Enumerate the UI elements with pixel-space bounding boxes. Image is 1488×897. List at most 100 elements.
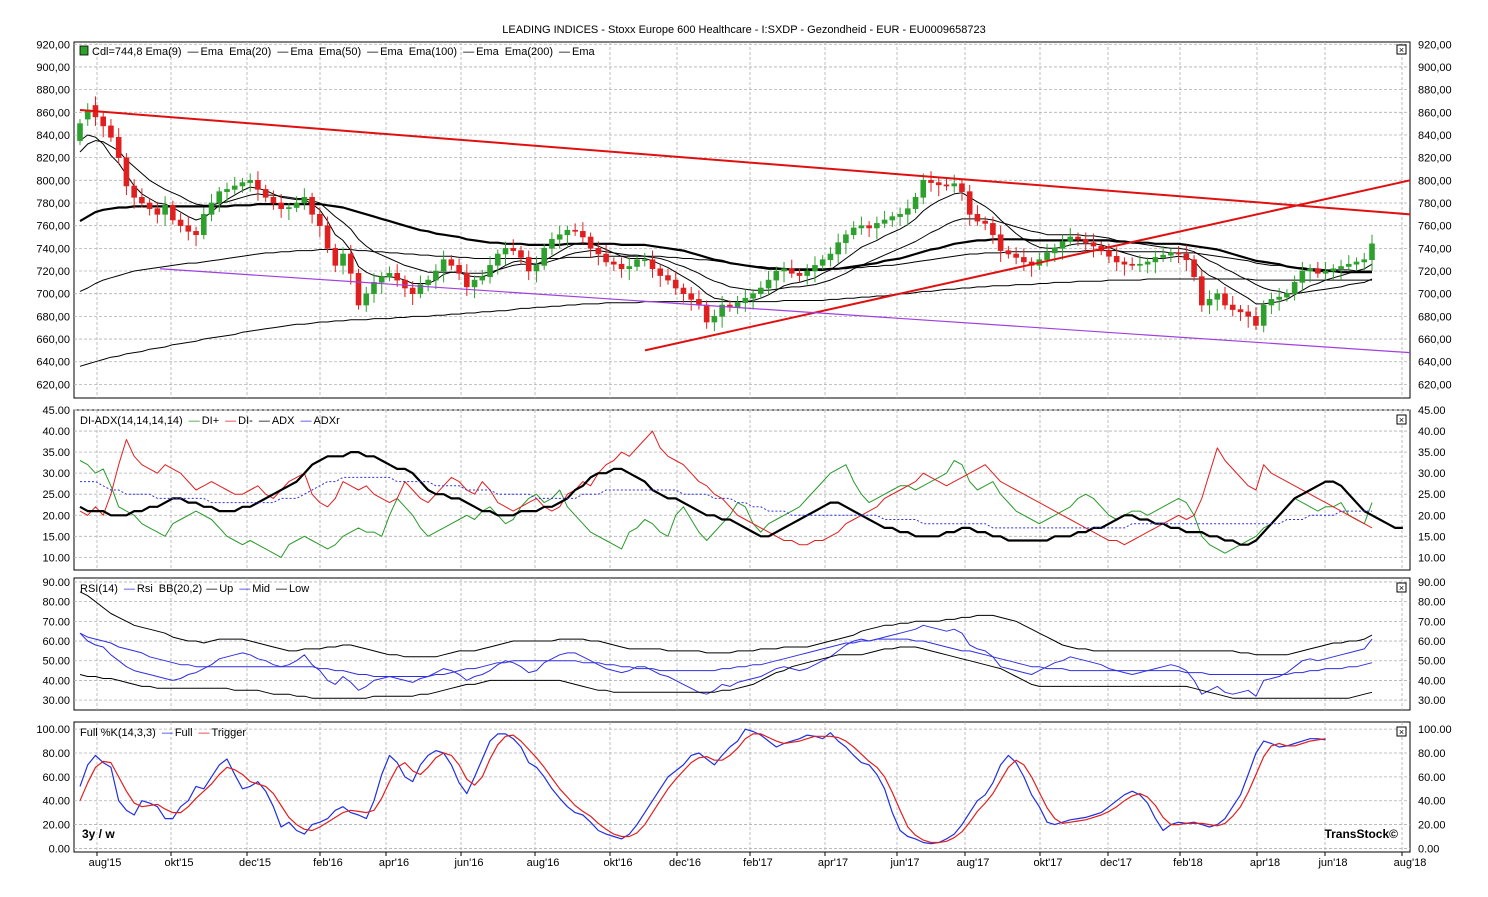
candle-body — [1152, 257, 1159, 263]
candle-body — [935, 182, 942, 186]
y-tick-label-right: 660,00 — [1418, 334, 1452, 346]
y-tick-label-right: 10.00 — [1418, 552, 1446, 564]
candle-body — [456, 265, 462, 274]
y-tick-label-left: 10.00 — [42, 552, 70, 564]
stochastic-legend-text: Full %K(14,3,3) — Full — Trigger — [80, 727, 246, 739]
price-legend-text: Cdl=744,8 Ema(9) — Ema Ema(20) — Ema Ema(50) — Em… — [92, 46, 596, 58]
series-line-di- — [79, 430, 1373, 546]
x-tick-label: apr'17 — [818, 857, 848, 869]
candle-body — [108, 125, 114, 138]
series-line-adx — [79, 451, 1403, 546]
candle-body — [688, 293, 694, 300]
svg-text:×: × — [1399, 583, 1404, 593]
y-tick-label-left: 40.00 — [42, 675, 70, 687]
y-tick-label-left: 90.00 — [42, 577, 70, 589]
y-tick-label-left: 800,00 — [36, 175, 70, 187]
candle-body — [773, 270, 780, 281]
candle-legend-swatch — [79, 45, 89, 56]
candle-body — [1082, 238, 1089, 243]
y-tick-label-left: 20.00 — [42, 510, 70, 522]
x-tick-label: apr'16 — [379, 857, 409, 869]
candle-body — [1044, 252, 1050, 260]
x-tick-label: jun'16 — [453, 857, 483, 869]
candle-body — [974, 214, 981, 222]
close-box-icon[interactable]: × — [1396, 582, 1407, 593]
candle-body — [1299, 270, 1306, 283]
candle-body — [982, 220, 988, 224]
y-tick-label-left: 80.00 — [42, 748, 70, 760]
y-tick-label-right: 800,00 — [1418, 175, 1452, 187]
close-box-icon[interactable]: × — [1396, 726, 1407, 737]
x-tick-label: jun'17 — [889, 857, 919, 869]
close-box-icon[interactable]: × — [1396, 414, 1407, 425]
candle-body — [781, 268, 787, 272]
series-line-low — [79, 646, 1373, 699]
candle-body — [1206, 299, 1213, 306]
y-tick-label-right: 620,00 — [1418, 379, 1452, 391]
candle-body — [340, 253, 346, 266]
candle-body — [487, 265, 493, 277]
y-tick-label-left: 740,00 — [36, 243, 70, 255]
candle-body — [603, 253, 609, 263]
di-adx-panel — [73, 409, 1411, 571]
y-tick-label-left: 720,00 — [36, 266, 70, 278]
candle-body — [162, 204, 168, 215]
y-tick-label-right: 90.00 — [1418, 577, 1446, 589]
y-tick-label-left: 60.00 — [42, 772, 70, 784]
x-tick-label: dec'17 — [1100, 857, 1132, 869]
y-tick-label-left: 0.00 — [49, 843, 70, 855]
close-box-icon[interactable]: × — [1396, 44, 1407, 55]
candle-body — [858, 225, 865, 229]
candle-body — [1090, 242, 1097, 247]
candle-body — [286, 207, 292, 209]
candle-body — [1291, 282, 1298, 294]
series-line-up — [79, 591, 1373, 658]
candle-body — [1361, 259, 1368, 263]
x-tick-label: okt'16 — [603, 857, 632, 869]
candle-body — [595, 248, 602, 255]
candle-body — [409, 287, 416, 294]
y-tick-label-right: 35.00 — [1418, 447, 1446, 459]
candle-body — [889, 216, 896, 221]
candle-body — [533, 265, 540, 272]
y-tick-label-left: 840,00 — [36, 130, 70, 142]
y-tick-label-left: 80.00 — [42, 597, 70, 609]
candle-body — [1245, 311, 1252, 317]
candle-body — [525, 257, 532, 272]
x-tick-label: dec'16 — [669, 857, 701, 869]
candle-body — [672, 279, 679, 289]
stochastic-panel — [73, 721, 1411, 853]
y-tick-label-left: 820,00 — [36, 153, 70, 165]
candle-body — [665, 275, 671, 281]
y-tick-label-left: 880,00 — [36, 85, 70, 97]
candle-body — [881, 219, 888, 224]
brand-label: TransStock© — [1324, 827, 1398, 841]
candle-body — [270, 197, 277, 204]
candle-body — [479, 276, 486, 281]
candle-body — [425, 279, 431, 285]
y-tick-label-left: 640,00 — [36, 357, 70, 369]
candle-body — [626, 266, 633, 270]
candle-body — [1330, 268, 1337, 272]
x-tick-label: dec'15 — [239, 857, 271, 869]
ema20-line — [79, 140, 1373, 295]
candle-body — [1121, 261, 1128, 265]
y-tick-label-right: 900,00 — [1418, 62, 1452, 74]
x-tick-label: feb'17 — [743, 857, 773, 869]
candle-body — [247, 180, 254, 183]
candle-body — [231, 185, 238, 190]
candle-body — [77, 123, 83, 141]
candle-body — [959, 183, 965, 192]
candle-body — [324, 225, 331, 249]
period-label: 3y / w — [82, 827, 115, 841]
candle-body — [1315, 268, 1321, 274]
candle-body — [494, 253, 501, 266]
candle-body — [355, 272, 362, 306]
y-tick-label-right: 40.00 — [1418, 426, 1446, 438]
y-tick-label-left: 50.00 — [42, 656, 70, 668]
rsi-panel — [73, 577, 1411, 711]
series-line-adxr — [80, 476, 1372, 529]
candle-body — [394, 272, 400, 281]
y-tick-label-left: 700,00 — [36, 289, 70, 301]
